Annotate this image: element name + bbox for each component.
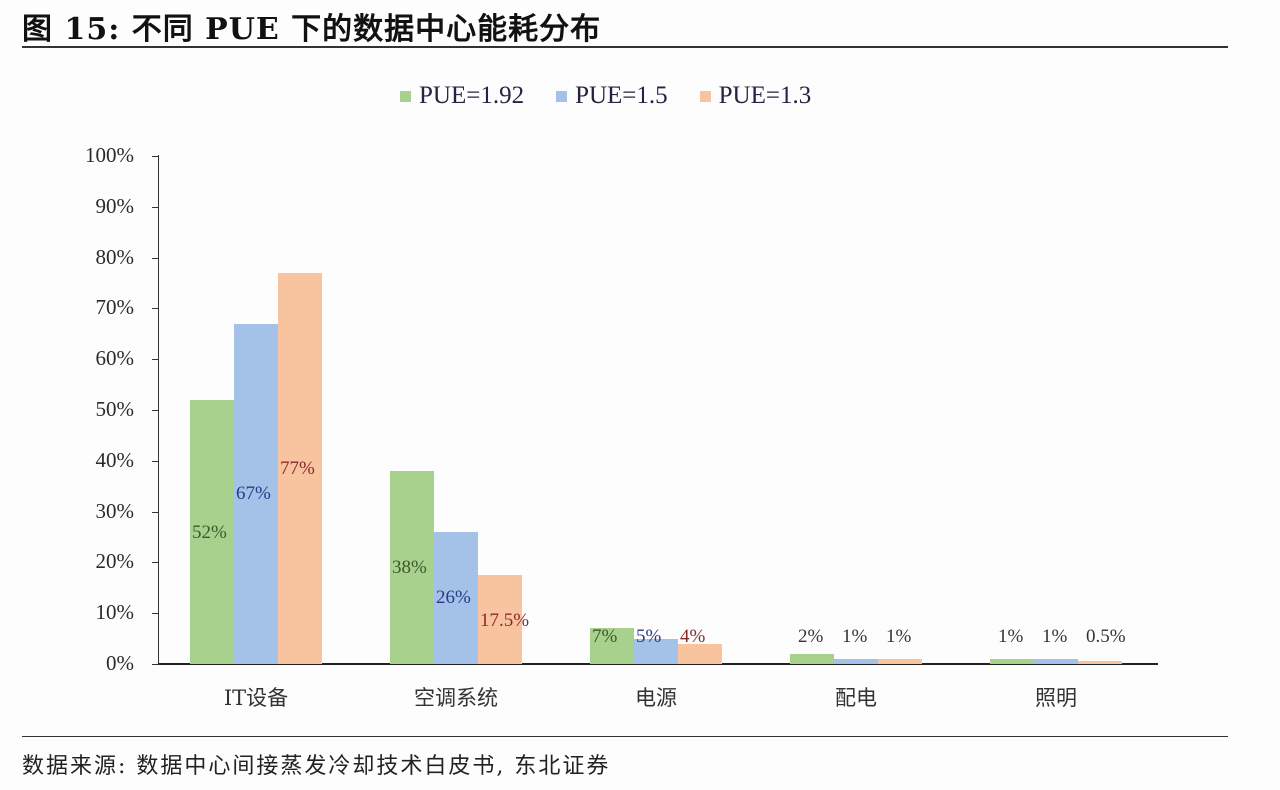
bar-value-label: 17.5% bbox=[480, 610, 530, 631]
y-tick-label: 80% bbox=[95, 244, 135, 269]
bar bbox=[390, 470, 434, 664]
legend-swatch-orange bbox=[699, 90, 711, 102]
y-tick-label: 90% bbox=[95, 193, 135, 218]
y-tick-mark bbox=[152, 257, 159, 259]
bar bbox=[590, 628, 634, 664]
bar bbox=[434, 531, 478, 664]
bar-value-label: 4% bbox=[680, 626, 706, 647]
bar-value-label: 1% bbox=[998, 626, 1024, 647]
y-tick-label: 20% bbox=[95, 549, 135, 574]
bar bbox=[678, 643, 722, 664]
bottom-divider bbox=[22, 736, 1228, 737]
bar bbox=[634, 638, 678, 664]
legend-label: PUE=1.5 bbox=[575, 82, 668, 109]
x-axis bbox=[158, 663, 1158, 665]
y-tick-mark bbox=[152, 664, 159, 665]
y-tick-mark bbox=[152, 562, 159, 564]
bar-value-label: 1% bbox=[1042, 626, 1068, 647]
y-tick-label: 100% bbox=[85, 143, 134, 167]
bar-value-label: 38% bbox=[392, 557, 427, 578]
y-axis bbox=[158, 155, 159, 664]
bar-value-label: 52% bbox=[192, 522, 227, 543]
bar bbox=[990, 658, 1034, 664]
y-tick-mark bbox=[152, 511, 159, 513]
y-tick-label: 0% bbox=[106, 651, 134, 675]
bar bbox=[790, 653, 834, 664]
y-tick-mark bbox=[152, 156, 159, 157]
legend-swatch-blue bbox=[556, 90, 568, 102]
bar-value-label: 26% bbox=[436, 587, 471, 608]
bar-value-label: 1% bbox=[886, 626, 912, 647]
bar bbox=[478, 575, 522, 664]
bar bbox=[1078, 661, 1122, 664]
y-tick-mark bbox=[152, 308, 159, 310]
y-tick-label: 30% bbox=[95, 498, 135, 523]
x-category-label: 配电 bbox=[835, 686, 877, 710]
legend-label: PUE=1.92 bbox=[419, 82, 525, 109]
bar bbox=[278, 272, 322, 664]
bar bbox=[878, 658, 922, 664]
y-tick-label: 10% bbox=[95, 600, 135, 625]
legend-swatch-green bbox=[400, 90, 411, 102]
x-category-label: 空调系统 bbox=[414, 686, 498, 710]
y-tick-label: 70% bbox=[95, 295, 135, 320]
bar-value-label: 0.5% bbox=[1086, 626, 1126, 647]
bar-value-label: 2% bbox=[798, 626, 824, 647]
bar bbox=[1034, 658, 1078, 664]
y-tick-mark bbox=[152, 460, 159, 462]
bar bbox=[834, 658, 878, 664]
y-tick-mark bbox=[152, 410, 159, 411]
bar-value-label: 5% bbox=[636, 626, 662, 647]
chart-legend: PUE=1.92 PUE=1.5 PUE=1.3 bbox=[400, 82, 811, 110]
bar-value-label: 77% bbox=[280, 458, 315, 479]
legend-item-pue-1-5: PUE=1.5 bbox=[556, 82, 668, 110]
bar-value-label: 1% bbox=[842, 626, 868, 647]
legend-item-pue-1-92: PUE=1.92 bbox=[400, 82, 524, 110]
x-category-label: 电源 bbox=[635, 686, 677, 710]
bar-value-label: 7% bbox=[592, 626, 618, 647]
legend-label: PUE=1.3 bbox=[718, 82, 812, 109]
figure-title: 图 15: 不同 PUE 下的数据中心能耗分布 bbox=[22, 12, 602, 47]
y-tick-mark bbox=[152, 206, 159, 208]
y-tick-mark bbox=[152, 359, 159, 361]
x-category-label: IT设备 bbox=[223, 686, 289, 710]
y-tick-mark bbox=[152, 613, 159, 615]
y-tick-label: 40% bbox=[95, 447, 135, 472]
y-tick-label: 60% bbox=[95, 346, 135, 371]
top-divider bbox=[22, 46, 1228, 48]
source-note: 数据来源: 数据中心间接蒸发冷却技术白皮书, 东北证券 bbox=[22, 754, 611, 779]
x-category-label: 照明 bbox=[1035, 686, 1077, 710]
y-tick-label: 50% bbox=[95, 397, 135, 421]
bar bbox=[234, 323, 278, 664]
bar-value-label: 67% bbox=[236, 483, 271, 504]
bar bbox=[190, 399, 234, 664]
legend-item-pue-1-3: PUE=1.3 bbox=[699, 82, 812, 110]
